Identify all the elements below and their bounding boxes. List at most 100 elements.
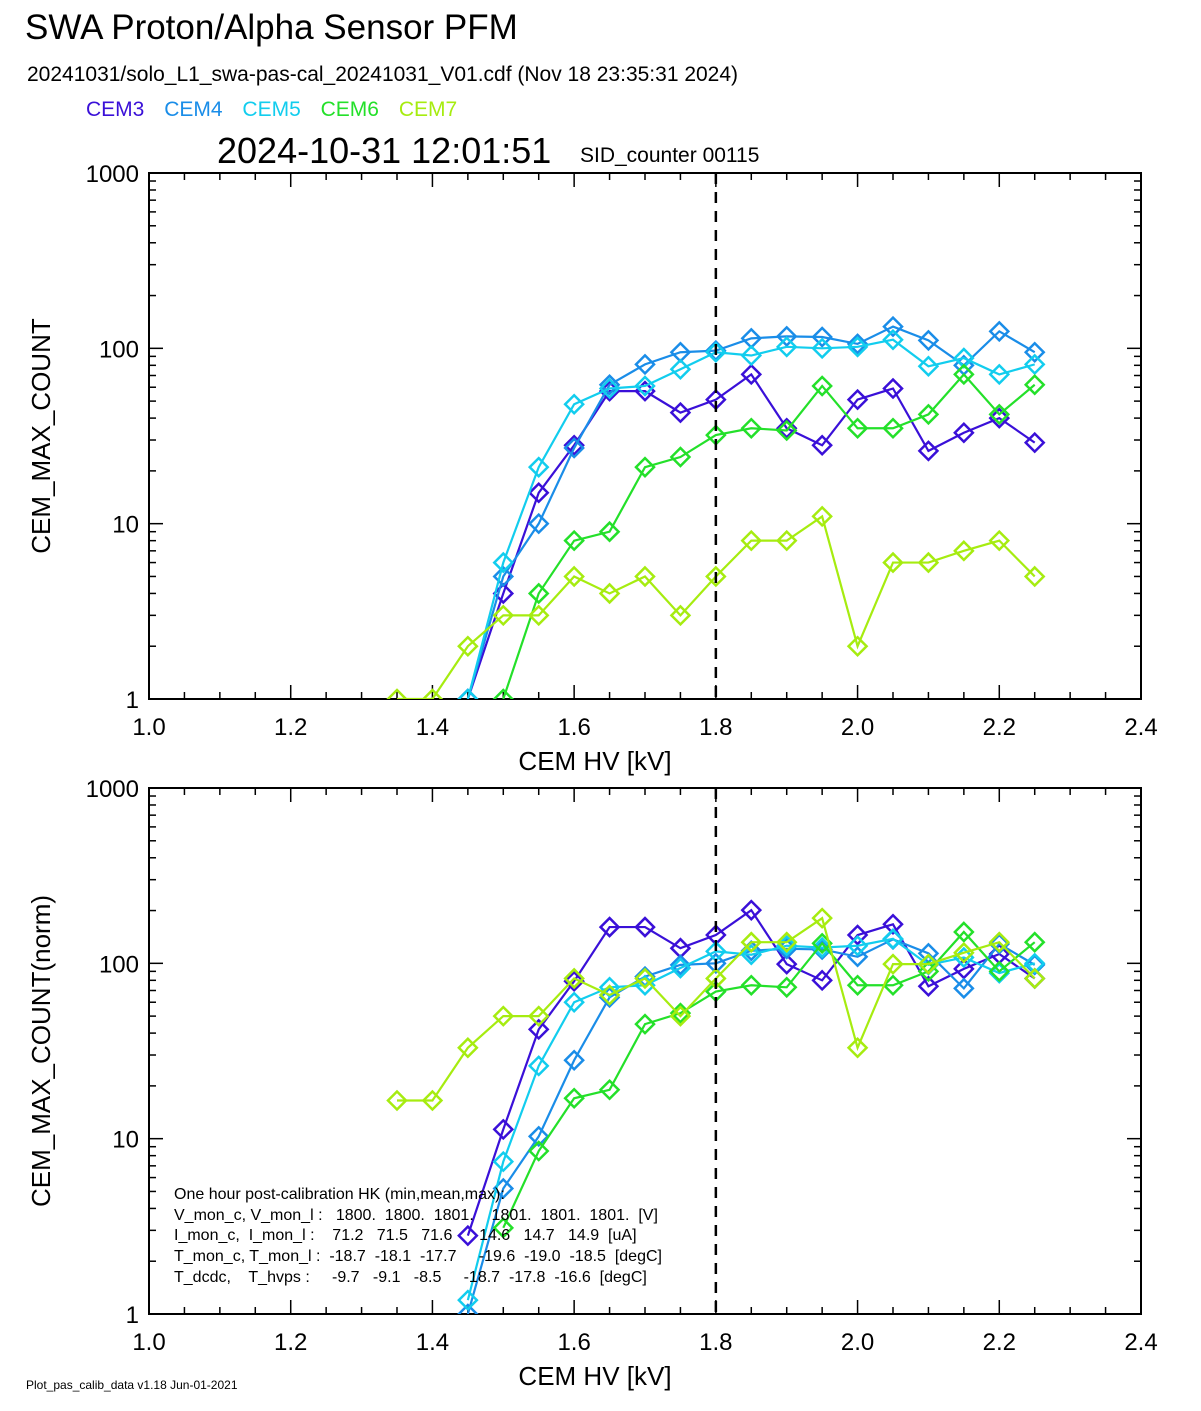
data-point-cem3 <box>457 1224 479 1247</box>
data-point-cem5 <box>988 363 1011 386</box>
data-point-cem7 <box>811 505 833 528</box>
data-point-cem5 <box>846 336 869 358</box>
data-point-cem7 <box>669 604 692 627</box>
data-point-cem6 <box>740 974 763 997</box>
data-point-cem4 <box>598 373 621 396</box>
data-point-cem6 <box>882 974 904 997</box>
data-point-cem4 <box>846 333 869 355</box>
data-point-cem3 <box>775 417 798 440</box>
data-point-cem7 <box>421 1089 444 1112</box>
plot-data <box>386 899 1046 1314</box>
data-point-cem7 <box>740 931 763 953</box>
data-point-cem6 <box>811 375 833 397</box>
y-axis-label: CEM_MAX_COUNT(norm) <box>26 895 56 1207</box>
data-point-cem6 <box>563 529 585 552</box>
data-point-cem5 <box>882 328 904 351</box>
data-point-cem3 <box>492 582 515 605</box>
data-point-cem3 <box>634 916 656 938</box>
y-tick-label: 10 <box>112 512 139 539</box>
data-point-cem5 <box>740 943 763 966</box>
data-point-cem3 <box>527 1018 550 1041</box>
data-point-cem7 <box>527 1005 550 1027</box>
data-point-cem7 <box>634 565 656 588</box>
data-point-cem7 <box>917 953 940 975</box>
data-point-cem6 <box>988 960 1011 983</box>
file-subtitle: 20241031/solo_L1_swa-pas-cal_20241031_V0… <box>27 63 739 86</box>
data-point-cem7 <box>527 604 550 627</box>
data-point-cem7 <box>953 941 975 964</box>
x-tick-label: 2.0 <box>841 1329 874 1356</box>
legend-entry-cem6: CEM6 <box>320 98 379 121</box>
y-tick-label: 1000 <box>86 161 139 188</box>
x-tick-label: 1.8 <box>699 1329 732 1356</box>
data-point-cem4 <box>705 952 727 975</box>
x-tick-label: 1.4 <box>416 1329 449 1356</box>
data-point-cem4 <box>811 326 833 348</box>
data-point-cem5 <box>527 1055 550 1077</box>
data-point-cem3 <box>740 363 763 386</box>
data-point-cem5 <box>598 976 621 999</box>
data-point-cem7 <box>811 907 833 929</box>
x-tick-label: 1.2 <box>274 1329 307 1356</box>
data-point-cem4 <box>669 954 692 976</box>
data-point-cem5 <box>846 934 869 957</box>
series-line-cem4 <box>466 325 1036 699</box>
data-point-cem7 <box>492 604 515 627</box>
data-point-cem5 <box>882 928 904 950</box>
data-point-cem6 <box>775 419 798 442</box>
data-point-cem3 <box>775 953 798 975</box>
data-point-cem7 <box>563 967 585 990</box>
data-point-cem4 <box>598 986 621 1009</box>
data-point-cem3 <box>598 916 621 938</box>
data-point-cem7 <box>775 931 798 953</box>
data-point-cem7 <box>669 1005 692 1027</box>
data-point-cem7 <box>457 1036 479 1059</box>
x-tick-label: 1.0 <box>132 1329 165 1356</box>
y-tick-label: 1 <box>126 687 139 714</box>
hk-line: One hour post-calibration HK (min,mean,m… <box>174 1186 505 1203</box>
data-point-cem4 <box>527 1125 550 1148</box>
data-point-cem5 <box>811 337 833 360</box>
hk-line: V_mon_c, V_mon_l : 1800. 1800. 1801. 180… <box>174 1207 658 1224</box>
y-tick-label: 1 <box>126 1302 139 1329</box>
x-axis-label: CEM HV [kV] <box>518 1361 671 1391</box>
data-point-cem7 <box>492 1005 515 1027</box>
data-point-cem6 <box>953 363 975 386</box>
data-point-cem6 <box>492 688 515 699</box>
y-tick-label: 1000 <box>86 776 139 803</box>
hk-line: I_mon_c, I_mon_l : 71.2 71.5 71.6 14.6 1… <box>174 1227 637 1244</box>
x-tick-label: 1.6 <box>557 1329 590 1356</box>
x-tick-label: 1.4 <box>416 714 449 741</box>
data-point-cem5 <box>1023 952 1046 975</box>
data-point-cem3 <box>811 434 833 457</box>
data-point-cem4 <box>882 315 904 338</box>
data-point-cem7 <box>457 635 479 657</box>
x-tick-label: 1.6 <box>557 714 590 741</box>
data-point-cem6 <box>527 1140 550 1162</box>
data-point-cem4 <box>563 1049 585 1072</box>
data-point-cem6 <box>563 1087 585 1110</box>
data-point-cem7 <box>988 931 1011 953</box>
page-title: SWA Proton/Alpha Sensor PFM <box>25 8 518 47</box>
data-point-cem4 <box>634 353 656 376</box>
data-point-cem3 <box>917 975 940 998</box>
data-point-cem3 <box>846 388 869 411</box>
data-point-cem6 <box>953 921 975 943</box>
data-point-cem4 <box>457 1303 479 1314</box>
data-point-cem3 <box>527 482 550 504</box>
data-point-cem4 <box>563 437 585 459</box>
data-point-cem3 <box>917 440 940 462</box>
data-point-cem5 <box>669 358 692 380</box>
data-point-cem4 <box>988 320 1011 343</box>
data-point-cem6 <box>669 446 692 468</box>
x-tick-label: 1.8 <box>699 714 732 741</box>
data-point-cem6 <box>1023 373 1046 396</box>
data-point-cem5 <box>457 1289 479 1311</box>
data-point-cem7 <box>598 582 621 605</box>
x-axis-label: CEM HV [kV] <box>518 746 671 776</box>
x-tick-label: 1.0 <box>132 714 165 741</box>
data-point-cem7 <box>705 565 727 588</box>
data-point-cem5 <box>811 936 833 959</box>
x-tick-label: 2.2 <box>983 1329 1016 1356</box>
data-point-cem3 <box>882 377 904 400</box>
